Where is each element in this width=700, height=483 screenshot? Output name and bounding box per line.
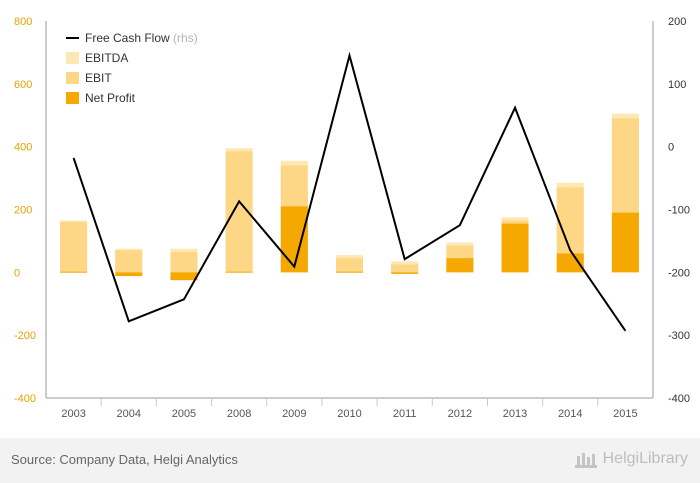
x-tick-label: 2013 (503, 408, 527, 420)
x-tick-label: 2003 (61, 408, 85, 420)
y-right-tick-label: -300 (668, 330, 690, 342)
y-left-tick-label: 400 (14, 142, 32, 154)
bar-net-profit-2013 (501, 223, 529, 273)
library-logo-icon (574, 453, 597, 468)
x-tick-label: 2009 (282, 408, 306, 420)
y-right-tick-label: 100 (668, 79, 686, 91)
y-left-tick-label: 800 (14, 16, 32, 28)
x-tick-label: 2011 (393, 408, 417, 420)
bar-net-profit-2011 (391, 272, 419, 274)
chart: Free Cash Flow (rhs) EBITDA EBIT Net Profit… (14, 16, 690, 420)
legend-label-ebit: EBIT (85, 71, 112, 85)
y-right-tick-label: -400 (668, 393, 690, 405)
legend-label-ebitda: EBITDA (85, 51, 128, 65)
y-left-tick-label: 0 (14, 267, 20, 279)
bar-ebit-2003 (60, 222, 88, 273)
bar-ebit-2010 (336, 258, 363, 273)
footer: Source: Company Data, Helgi Analytics He… (0, 438, 700, 483)
brand-name: HelgiLibrary (602, 450, 688, 467)
legend-suffix-rhs: (rhs) (170, 31, 198, 45)
x-tick-label: 2010 (337, 408, 361, 420)
x-tick-label: 2014 (558, 408, 582, 420)
y-left-tick-label: -400 (14, 393, 36, 405)
legend-swatch-ebitda (66, 52, 79, 64)
bar-net-profit-2009 (280, 206, 308, 273)
y-right-tick-label: -100 (668, 205, 690, 217)
x-tick-label: 2012 (448, 408, 472, 420)
bar-ebit-2005 (170, 251, 198, 273)
bar-ebit-2004 (115, 250, 143, 273)
y-left-tick-label: 200 (14, 205, 32, 217)
bar-net-profit-2014 (556, 253, 584, 273)
y-right-tick-label: -200 (668, 267, 690, 279)
source-note: Source: Company Data, Helgi Analytics (11, 452, 238, 467)
legend-label-free-cash-flow: Free Cash Flow (rhs) (85, 31, 198, 45)
x-tick-label: 2008 (227, 408, 251, 420)
x-tick-label: 2004 (117, 408, 141, 420)
legend-swatch-ebit (66, 72, 79, 84)
y-right-tick-label: 0 (668, 142, 674, 154)
brand: HelgiLibrary (573, 448, 688, 470)
bar-net-profit-2003 (60, 271, 88, 273)
x-tick-label: 2015 (613, 408, 637, 420)
legend-label-net-profit: Net Profit (85, 91, 136, 105)
legend: Free Cash Flow (rhs) EBITDA EBIT Net Profit (66, 31, 198, 105)
bar-net-profit-2004 (115, 272, 143, 277)
legend-swatch-net-profit (66, 92, 79, 104)
y-right-tick-label: 200 (668, 16, 686, 28)
bar-ebit-2011 (391, 264, 419, 273)
y-left-tick-label: -200 (14, 330, 36, 342)
line-free-cash-flow (72, 51, 627, 332)
x-tick-label: 2005 (172, 408, 196, 420)
bar-net-profit-2012 (446, 258, 474, 273)
bar-net-profit-2008 (225, 271, 253, 273)
y-left-tick-label: 600 (14, 79, 32, 91)
bar-net-profit-2005 (170, 272, 198, 281)
bar-net-profit-2010 (336, 271, 363, 273)
bar-net-profit-2015 (611, 212, 639, 273)
